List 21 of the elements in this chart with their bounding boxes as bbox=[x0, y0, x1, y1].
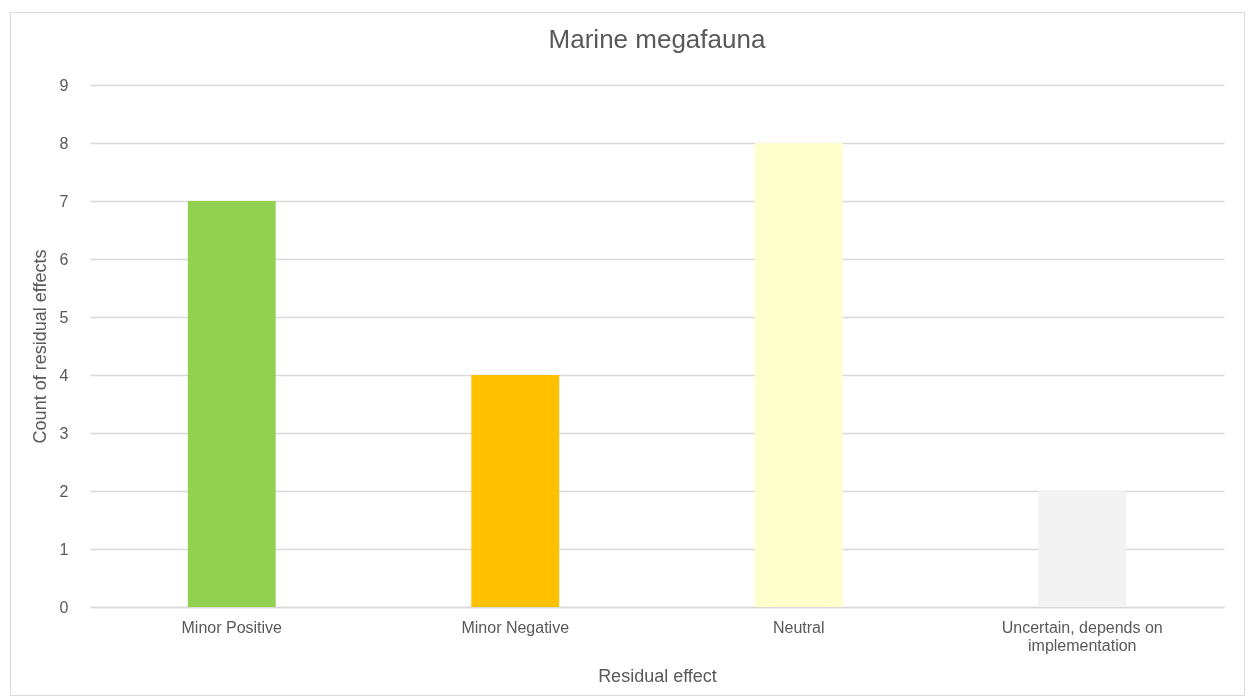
y-tick-label: 7 bbox=[59, 192, 69, 210]
y-tick-label: 2 bbox=[59, 482, 69, 500]
y-tick-label: 6 bbox=[59, 250, 69, 268]
x-tick-label: Minor Positive bbox=[181, 618, 283, 636]
bar bbox=[754, 143, 843, 607]
y-tick-label: 4 bbox=[59, 366, 69, 384]
y-axis-title: Count of residual effects bbox=[29, 249, 50, 444]
y-tick-label: 9 bbox=[59, 76, 69, 94]
x-tick-label: Neutral bbox=[772, 618, 825, 636]
bar bbox=[1038, 491, 1127, 607]
y-tick-label: 3 bbox=[59, 424, 69, 442]
y-tick-label: 0 bbox=[59, 598, 69, 616]
x-tick-label: Uncertain, depends on implementation bbox=[1001, 618, 1163, 654]
chart-title: Marine megafauna bbox=[548, 24, 766, 54]
y-tick-label: 5 bbox=[59, 308, 69, 326]
y-tick-label: 1 bbox=[59, 540, 69, 558]
x-axis-title: Residual effect bbox=[598, 665, 717, 686]
bar bbox=[187, 201, 276, 607]
y-tick-label: 8 bbox=[59, 134, 69, 152]
bar bbox=[471, 375, 560, 607]
x-tick-label: Minor Negative bbox=[461, 618, 570, 636]
